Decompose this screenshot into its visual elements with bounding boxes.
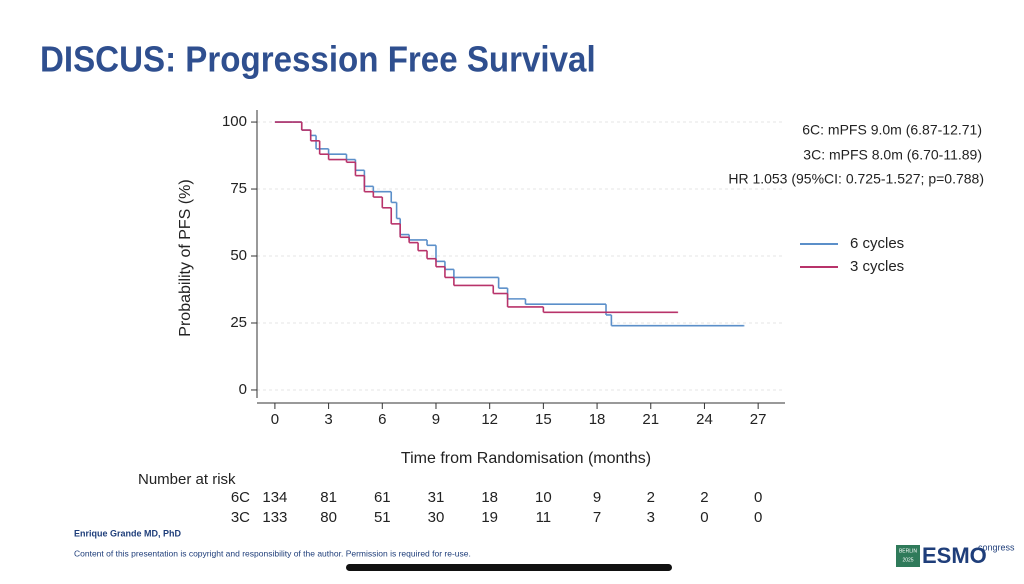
risk-count: 3 (647, 509, 655, 526)
risk-count: 2 (700, 489, 708, 506)
x-tick-label: 21 (642, 411, 659, 428)
y-tick-label: 25 (230, 314, 247, 331)
logo-year: 2025 (902, 557, 913, 563)
risk-count: 0 (700, 509, 708, 526)
risk-count: 2 (647, 489, 655, 506)
y-tick-label: 0 (239, 381, 247, 398)
risk-table-title: Number at risk (138, 471, 236, 488)
x-tick-label: 15 (535, 411, 552, 428)
logo-suffix: congress (978, 542, 1015, 552)
risk-row-label: 6C (231, 489, 250, 506)
risk-count: 133 (262, 509, 287, 526)
risk-count: 7 (593, 509, 601, 526)
x-tick-label: 18 (589, 411, 606, 428)
x-tick-label: 3 (324, 411, 332, 428)
legend-label: 3 cycles (850, 258, 904, 275)
risk-count: 61 (374, 489, 391, 506)
risk-count: 9 (593, 489, 601, 506)
risk-count: 80 (320, 509, 337, 526)
y-axis-label: Probability of PFS (%) (177, 179, 194, 336)
risk-row-label: 3C (231, 509, 250, 526)
x-tick-label: 6 (378, 411, 386, 428)
y-tick-label: 75 (230, 180, 247, 197)
x-tick-label: 9 (432, 411, 440, 428)
x-tick-label: 12 (481, 411, 498, 428)
logo-city: BERLIN (899, 548, 917, 554)
annotation: 3C: mPFS 8.0m (6.70-11.89) (803, 147, 982, 163)
logo-badge (896, 545, 920, 567)
author: Enrique Grande MD, PhD (74, 528, 182, 538)
risk-count: 10 (535, 489, 552, 506)
x-tick-label: 0 (271, 411, 279, 428)
footer: Content of this presentation is copyrigh… (74, 548, 471, 558)
annotation: HR 1.053 (95%CI: 0.725-1.527; p=0.788) (728, 171, 984, 187)
risk-count: 0 (754, 489, 762, 506)
risk-count: 11 (536, 509, 552, 526)
risk-count: 31 (428, 489, 445, 506)
y-tick-label: 50 (230, 247, 247, 264)
risk-count: 51 (374, 509, 391, 526)
risk-count: 134 (262, 489, 287, 506)
risk-count: 18 (481, 489, 498, 506)
logo-brand: ESMO (922, 543, 987, 568)
risk-count: 81 (320, 489, 337, 506)
risk-count: 0 (754, 509, 762, 526)
risk-count: 30 (428, 509, 445, 526)
annotation: 6C: mPFS 9.0m (6.87-12.71) (802, 122, 982, 138)
x-axis-label: Time from Randomisation (months) (401, 450, 651, 467)
risk-count: 19 (481, 509, 498, 526)
x-tick-label: 24 (696, 411, 713, 428)
home-indicator (346, 564, 672, 571)
slide-title: DISCUS: Progression Free Survival (40, 40, 596, 80)
y-tick-label: 100 (222, 113, 247, 130)
logo: BERLIN 2025 ESMO congress (896, 542, 1015, 568)
x-tick-label: 27 (750, 411, 767, 428)
legend-label: 6 cycles (850, 235, 904, 252)
